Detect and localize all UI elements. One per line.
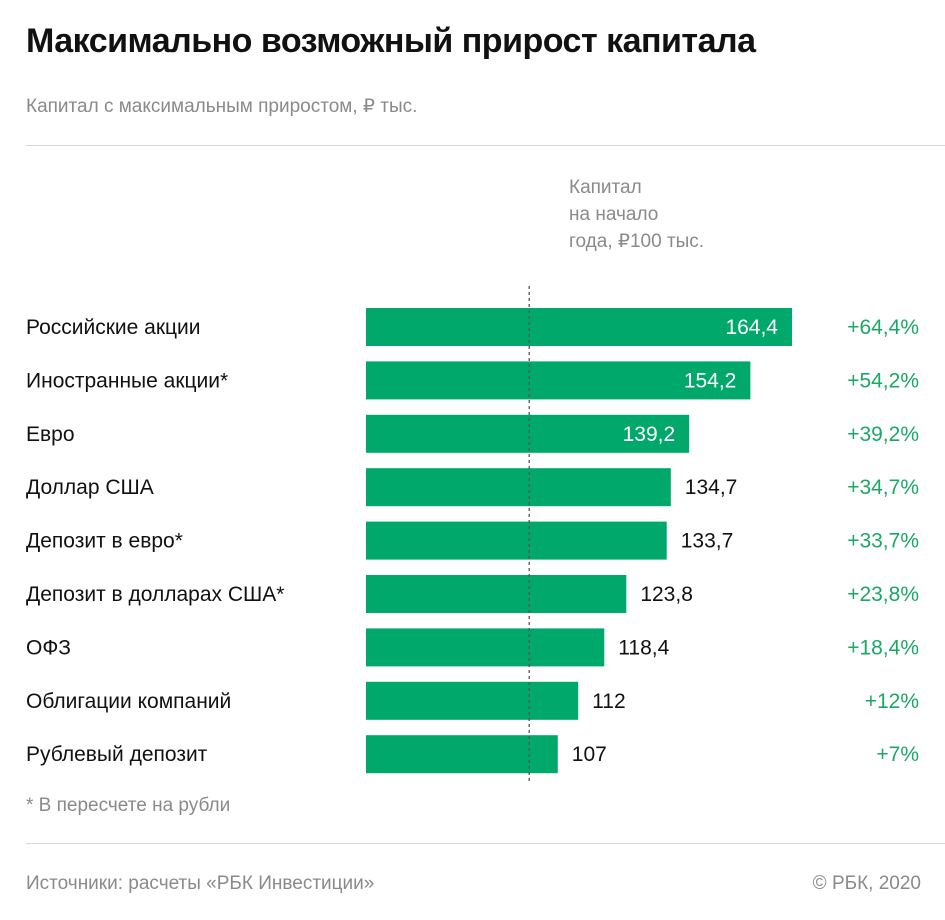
category-label: ОФЗ [26, 636, 71, 659]
category-label: Рублевый депозит [26, 743, 208, 766]
reference-label-line-3: года, ₽100 тыс. [569, 231, 705, 252]
value-label: 164,4 [725, 316, 778, 339]
value-label: 107 [572, 743, 607, 766]
growth-label: +12% [865, 690, 919, 713]
top-divider [26, 145, 945, 146]
bar [366, 628, 605, 667]
source-note: Источники: расчеты «РБК Инвестиции» [26, 873, 375, 894]
chart-title: Максимально возможный прирост капитала [26, 22, 756, 60]
growth-label: +33,7% [847, 530, 919, 553]
growth-label: +34,7% [847, 476, 919, 499]
value-label: 123,8 [640, 583, 693, 606]
value-label: 112 [592, 690, 625, 713]
chart-subtitle: Капитал с максимальным приростом, ₽ тыс. [26, 96, 418, 117]
category-label: Евро [26, 423, 75, 446]
reference-label-line-2: на начало [569, 204, 659, 225]
bar [366, 521, 667, 560]
growth-label: +18,4% [847, 636, 919, 659]
bar [366, 735, 558, 774]
growth-label: +39,2% [847, 423, 919, 446]
copyright: © РБК, 2020 [812, 873, 921, 894]
category-label: Депозит в долларах США* [26, 583, 284, 606]
bottom-divider [26, 843, 945, 844]
category-label: Депозит в евро* [26, 530, 183, 553]
value-label: 134,7 [685, 476, 738, 499]
category-label: Доллар США [26, 476, 154, 499]
category-label: Российские акции [26, 316, 201, 339]
bar [366, 575, 627, 613]
bar [366, 361, 751, 400]
category-label: Иностранные акции* [26, 369, 228, 392]
value-label: 139,2 [623, 423, 676, 446]
growth-label: +64,4% [847, 316, 919, 339]
growth-label: +23,8% [847, 583, 919, 606]
bar [366, 414, 690, 453]
growth-label: +7% [876, 743, 919, 766]
bar [366, 468, 671, 507]
growth-label: +54,2% [847, 369, 919, 392]
bar [366, 308, 792, 346]
reference-label-line-1: Капитал [569, 177, 642, 198]
value-label: 118,4 [618, 636, 669, 659]
bar [366, 681, 579, 720]
footnote: * В пересчете на рубли [26, 795, 231, 816]
value-label: 133,7 [681, 530, 734, 553]
category-label: Облигации компаний [26, 690, 231, 713]
reference-label: Капитал на начало года, ₽100 тыс. [569, 174, 704, 255]
value-label: 154,2 [684, 369, 737, 392]
